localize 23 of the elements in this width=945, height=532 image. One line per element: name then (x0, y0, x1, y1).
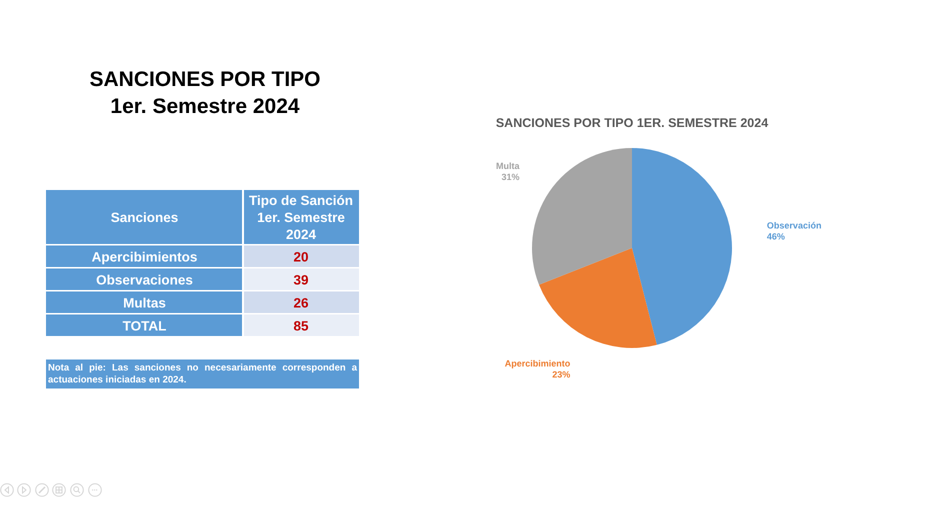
text: SANCIONES POR TIPO (89, 68, 321, 91)
category-label: Observaciones (96, 272, 193, 288)
text: 1er. Semestre 2024 (110, 95, 300, 118)
text: Nota al pie: Las sanciones no necesariamente corresponden a actuaciones iniciadas en 2024. (48, 362, 358, 386)
pie-slice (632, 148, 732, 345)
pie-slice (539, 248, 657, 348)
text: Sanciones (110, 210, 178, 225)
data-label: 85 (293, 318, 309, 334)
chart-title: SANCIONES POR TIPO 1ER. SEMESTRE 2024 (496, 116, 768, 130)
slice-label: Observación (766, 220, 822, 230)
category-label: Multas (123, 295, 166, 310)
category-label: Apercibimientos (92, 249, 198, 264)
slice-label: Apercibimiento (504, 358, 571, 369)
category-label: TOTAL (122, 318, 166, 334)
slice-label: Multa (496, 161, 521, 172)
data-label: 20 (293, 249, 309, 264)
data-label: 31% (502, 172, 520, 182)
text: Tipo de Sanción 1er. Semestre 2024 (248, 193, 354, 242)
pie-slice (532, 148, 632, 285)
data-label: 23% (552, 370, 570, 380)
data-label: 26 (293, 295, 309, 310)
data-label: 39 (293, 272, 309, 288)
data-label: 46% (766, 231, 785, 242)
